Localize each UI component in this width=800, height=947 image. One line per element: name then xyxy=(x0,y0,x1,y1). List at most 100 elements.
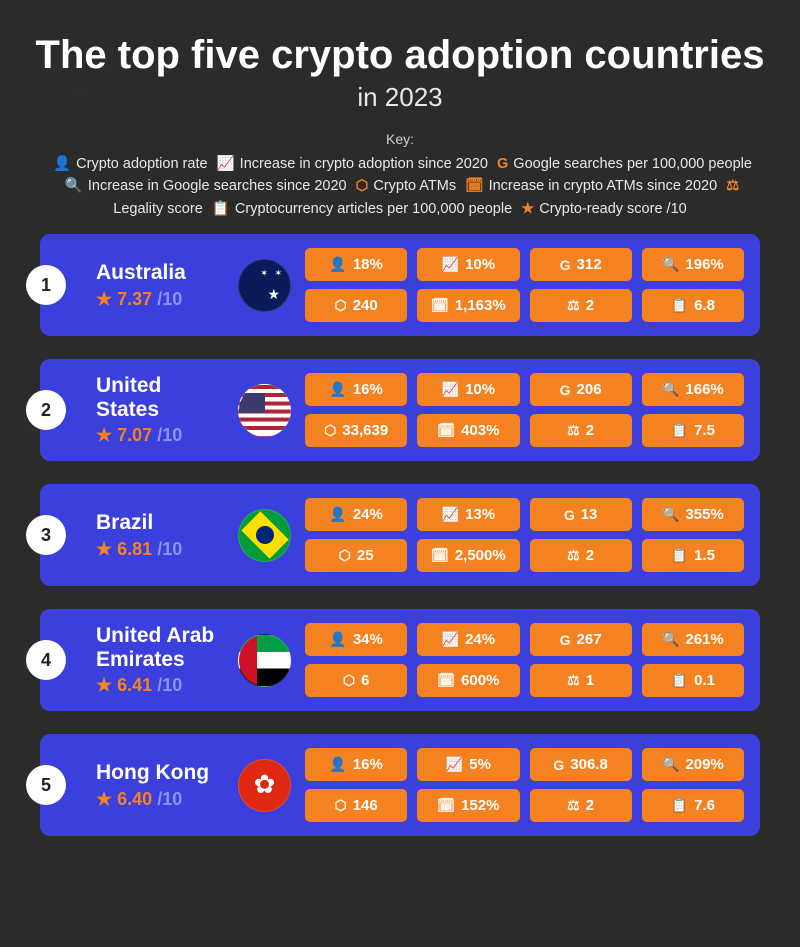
infographic-container: The top five crypto adoption countries i… xyxy=(0,0,800,879)
metric-icon: 👤 xyxy=(329,256,346,273)
metric-value: 7.6 xyxy=(694,797,715,814)
metric-pill: 👤 16% xyxy=(305,748,407,781)
country-name: Hong Kong xyxy=(96,761,224,785)
metric-pill: ⚖2 xyxy=(530,289,632,322)
metrics-grid: 👤18%📈10%G312🔍196%⬡240🗓1,163%⚖2📋6.8 xyxy=(305,248,744,322)
country-flag xyxy=(238,384,291,437)
metric-icon: ⬡ xyxy=(343,672,355,689)
metric-pill: 🔍355% xyxy=(642,498,744,531)
metric-value: 196% xyxy=(685,256,723,273)
country-score: ★ 7.07 /10 xyxy=(96,425,224,446)
metric-icon: ⚖ xyxy=(567,672,580,689)
metric-icon: 👤 xyxy=(329,756,346,773)
metric-icon: 📈 xyxy=(442,381,459,398)
metric-value: 2,500% xyxy=(455,547,506,564)
score-max: /10 xyxy=(157,675,182,695)
metric-pill: G 267 xyxy=(530,623,632,656)
metric-icon: 🔍 xyxy=(662,381,679,398)
country-info: Hong Kong★ 6.40 /10 xyxy=(96,761,224,810)
metric-value: 1.5 xyxy=(694,547,715,564)
country-card: 1Australia★ 7.37 /10👤18%📈10%G312🔍196%⬡24… xyxy=(40,234,760,336)
metric-icon: 📈 xyxy=(446,756,463,773)
metric-icon: 🗓 xyxy=(431,297,449,314)
metric-icon: 🔍 xyxy=(662,631,679,648)
legend-label: Increase in Google searches since 2020 xyxy=(88,178,347,194)
metric-value: 2 xyxy=(586,547,594,564)
metric-pill: 📈10% xyxy=(417,373,519,406)
metric-pill: ⬡146 xyxy=(305,789,407,822)
metric-icon: 🗓 xyxy=(437,672,455,689)
metric-pill: 🗓600% xyxy=(417,664,519,697)
metric-icon: 📋 xyxy=(671,672,688,689)
metric-pill: ⚖1 xyxy=(530,664,632,697)
metric-value: 166% xyxy=(685,381,723,398)
score-max: /10 xyxy=(157,539,182,559)
metric-value: 5% xyxy=(469,756,491,773)
metric-pill: ⬡6 xyxy=(305,664,407,697)
metrics-grid: 👤34%📈24%G267🔍261%⬡6🗓600%⚖1📋0.1 xyxy=(305,623,744,697)
metric-value: 18% xyxy=(353,256,383,273)
metric-value: 24% xyxy=(465,631,495,648)
metric-pill: 📈13% xyxy=(417,498,519,531)
country-score: ★ 7.37 /10 xyxy=(96,289,224,310)
metric-icon: 📈 xyxy=(442,631,459,648)
metric-icon: 🔍 xyxy=(662,256,679,273)
metric-value: 261% xyxy=(685,631,723,648)
metrics-grid: 👤16%📈5%G306.8🔍209%⬡146🗓152%⚖2📋7.6 xyxy=(305,748,744,822)
metric-pill: ⚖2 xyxy=(530,789,632,822)
legend-icon: 📋 xyxy=(212,201,230,217)
country-name: United States xyxy=(96,374,224,421)
metric-value: 6.8 xyxy=(694,297,715,314)
metric-value: 267 xyxy=(577,631,602,648)
page-title: The top five crypto adoption countries xyxy=(30,34,770,76)
metric-value: 34% xyxy=(353,631,383,648)
metric-icon: 📋 xyxy=(671,797,688,814)
metric-value: 240 xyxy=(353,297,378,314)
metric-value: 25 xyxy=(357,547,374,564)
metric-pill: 🗓 2,500% xyxy=(417,539,519,572)
country-card: 2United States★ 7.07 /10👤16%📈10%G206🔍166… xyxy=(40,359,760,461)
metric-value: 146 xyxy=(353,797,378,814)
metric-icon: 👤 xyxy=(329,506,346,523)
score-max: /10 xyxy=(157,789,182,809)
metric-pill: 📋 7.6 xyxy=(642,789,744,822)
country-list: 1Australia★ 7.37 /10👤18%📈10%G312🔍196%⬡24… xyxy=(30,234,770,836)
rank-badge: 2 xyxy=(26,390,66,430)
metric-value: 2 xyxy=(586,297,594,314)
legend-label: Crypto adoption rate xyxy=(76,156,207,172)
star-icon: ★ xyxy=(96,675,117,695)
country-info: United States ★ 7.07 /10 xyxy=(96,374,224,446)
metric-icon: G xyxy=(553,757,564,773)
metric-pill: 🗓1,163% xyxy=(417,289,519,322)
metric-pill: ⚖2 xyxy=(530,414,632,447)
metric-pill: G306.8 xyxy=(530,748,632,781)
legend: 👤 Crypto adoption rate 📈 Increase in cry… xyxy=(30,153,770,220)
country-flag xyxy=(238,509,291,562)
metric-pill: 🗓152% xyxy=(417,789,519,822)
metric-icon: 🔍 xyxy=(662,756,679,773)
metric-value: 1 xyxy=(586,672,594,689)
metric-value: 355% xyxy=(685,506,723,523)
metric-icon: ⬡ xyxy=(334,297,346,314)
metric-icon: ⚖ xyxy=(567,422,580,439)
star-icon: ★ xyxy=(96,539,117,559)
legend-label: Crypto-ready score /10 xyxy=(539,201,686,217)
rank-badge: 4 xyxy=(26,640,66,680)
country-card: 5Hong Kong★ 6.40 /10👤16%📈5%G306.8🔍209%⬡1… xyxy=(40,734,760,836)
legend-icon: ★ xyxy=(521,201,534,217)
metric-pill: 📈 24% xyxy=(417,623,519,656)
metric-pill: G13 xyxy=(530,498,632,531)
metric-pill: G312 xyxy=(530,248,632,281)
metric-pill: 📋0.1 xyxy=(642,664,744,697)
metric-icon: 🗓 xyxy=(431,547,449,564)
metric-icon: G xyxy=(560,632,571,648)
legend-label: Increase in crypto ATMs since 2020 xyxy=(489,178,718,194)
metric-pill: 📈10% xyxy=(417,248,519,281)
metric-value: 16% xyxy=(353,756,383,773)
legend-icon: ⚖ xyxy=(726,178,739,194)
rank-badge: 1 xyxy=(26,265,66,305)
metric-pill: 📋1.5 xyxy=(642,539,744,572)
metric-value: 403% xyxy=(461,422,499,439)
metric-icon: G xyxy=(564,507,575,523)
metric-value: 10% xyxy=(465,256,495,273)
